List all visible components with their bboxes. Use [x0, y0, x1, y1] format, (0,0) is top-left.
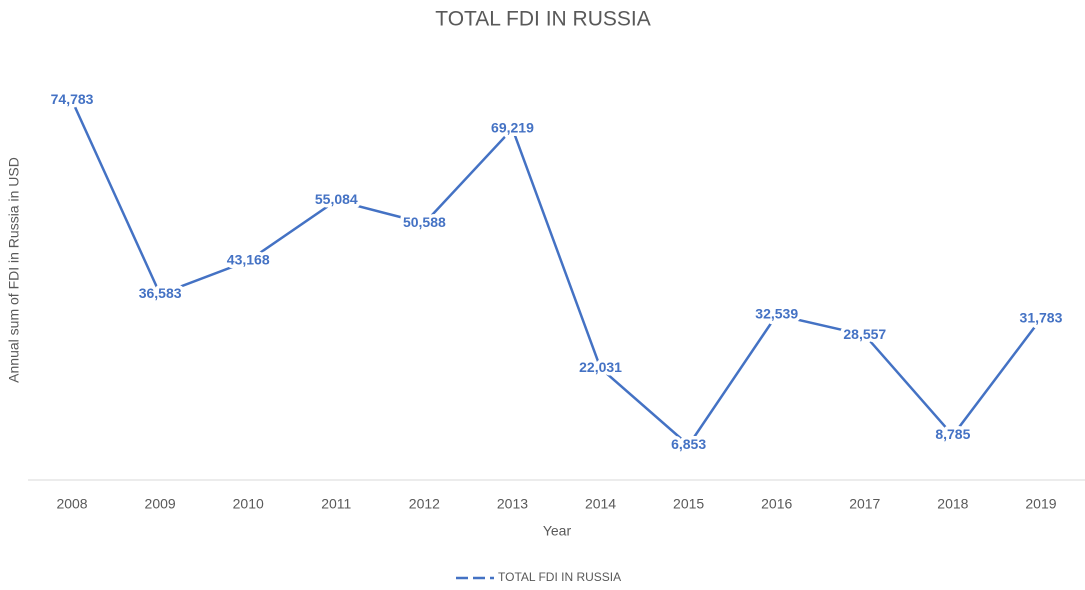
data-label: 74,783 [51, 91, 94, 107]
x-tick-label: 2013 [497, 496, 528, 512]
x-tick-label: 2017 [849, 496, 880, 512]
data-label: 31,783 [1020, 309, 1063, 325]
data-label: 55,084 [315, 191, 358, 207]
series-line [70, 99, 1042, 448]
x-tick-label: 2014 [585, 496, 616, 512]
legend-label: TOTAL FDI IN RUSSIA [498, 570, 621, 584]
data-label: 28,557 [843, 326, 886, 342]
x-tick-label: 2011 [321, 496, 351, 512]
y-axis-title: Annual sum of FDI in Russia in USD [6, 157, 22, 383]
x-tick-label: 2009 [145, 496, 176, 512]
x-tick-label: 2019 [1025, 496, 1056, 512]
x-tick-label: 2016 [761, 496, 792, 512]
data-label: 43,168 [227, 252, 270, 268]
data-label: 32,539 [755, 306, 798, 322]
x-tick-label: 2012 [409, 496, 440, 512]
x-tick-label: 2010 [233, 496, 264, 512]
x-axis-title: Year [543, 523, 572, 539]
data-label: 22,031 [579, 359, 622, 375]
x-tick-label: 2008 [56, 496, 87, 512]
data-label: 8,785 [935, 426, 970, 442]
data-label: 69,219 [491, 119, 534, 135]
data-label: 6,853 [671, 436, 706, 452]
data-label: 36,583 [139, 285, 182, 301]
data-label: 50,588 [403, 214, 446, 230]
x-tick-label: 2018 [937, 496, 968, 512]
x-tick-label: 2015 [673, 496, 704, 512]
chart-title: TOTAL FDI IN RUSSIA [435, 8, 650, 31]
